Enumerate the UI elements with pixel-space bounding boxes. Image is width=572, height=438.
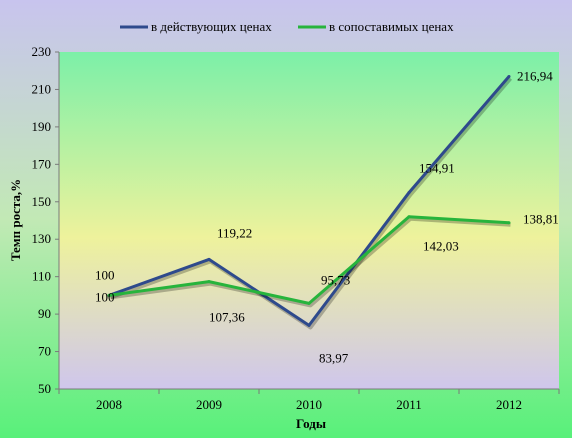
series-2-data-label: 95,73 [321,272,350,287]
series-2-data-label: 100 [95,289,115,304]
series-1-data-label: 154,91 [419,161,455,176]
y-axis-title: Темп роста,% [8,179,23,261]
series-1-data-label: 100 [95,267,115,282]
series-2-point [207,280,211,284]
x-tick-label: 2008 [96,397,122,412]
series-1-data-label: 83,97 [319,350,349,365]
series-2-point [507,221,511,225]
legend-label-1: в действующих ценах [151,19,272,34]
series-1-data-label: 119,22 [217,225,252,240]
series-2-point [407,215,411,219]
y-tick-label: 50 [38,381,51,396]
series-2-shadow [110,216,511,308]
y-tick-label: 190 [32,119,52,134]
y-tick-label: 230 [32,44,52,59]
series-1-point [507,74,511,78]
series-2-data-label: 107,36 [209,310,245,325]
series-2-point [307,301,311,305]
x-tick-label: 2009 [196,397,222,412]
y-tick-label: 130 [32,231,52,246]
series-1-data-label: 216,94 [517,68,553,83]
y-tick-label: 110 [32,269,51,284]
y-tick-label: 90 [38,306,51,321]
legend: в действующих ценах в сопоставимых ценах [120,19,454,34]
data-labels: 100 119,22 83,97 154,91 216,94 100 107,36 95,73… [95,68,559,365]
y-axis-ticks: 50 70 90 110 130 150 170 190 210 230 [32,44,59,396]
x-axis-title: Годы [296,416,326,431]
series-2-data-label: 138,81 [523,212,559,227]
legend-label-2: в сопоставимых ценах [329,19,454,34]
x-tick-label: 2012 [496,397,522,412]
x-tick-label: 2010 [296,397,322,412]
x-axis-ticks: 2008 2009 2010 2011 2012 [58,389,560,412]
series-2-point [107,293,111,297]
x-tick-label: 2011 [396,397,422,412]
series-1-point [407,191,411,195]
series-1-shadow [109,77,513,330]
y-tick-label: 170 [32,156,52,171]
y-tick-label: 70 [38,344,51,359]
y-tick-label: 210 [32,81,52,96]
y-tick-label: 150 [32,194,52,209]
series-lines [107,74,513,330]
series-1-point [307,323,311,327]
series-2-data-label: 142,03 [423,239,459,254]
series-1-point [207,257,211,261]
